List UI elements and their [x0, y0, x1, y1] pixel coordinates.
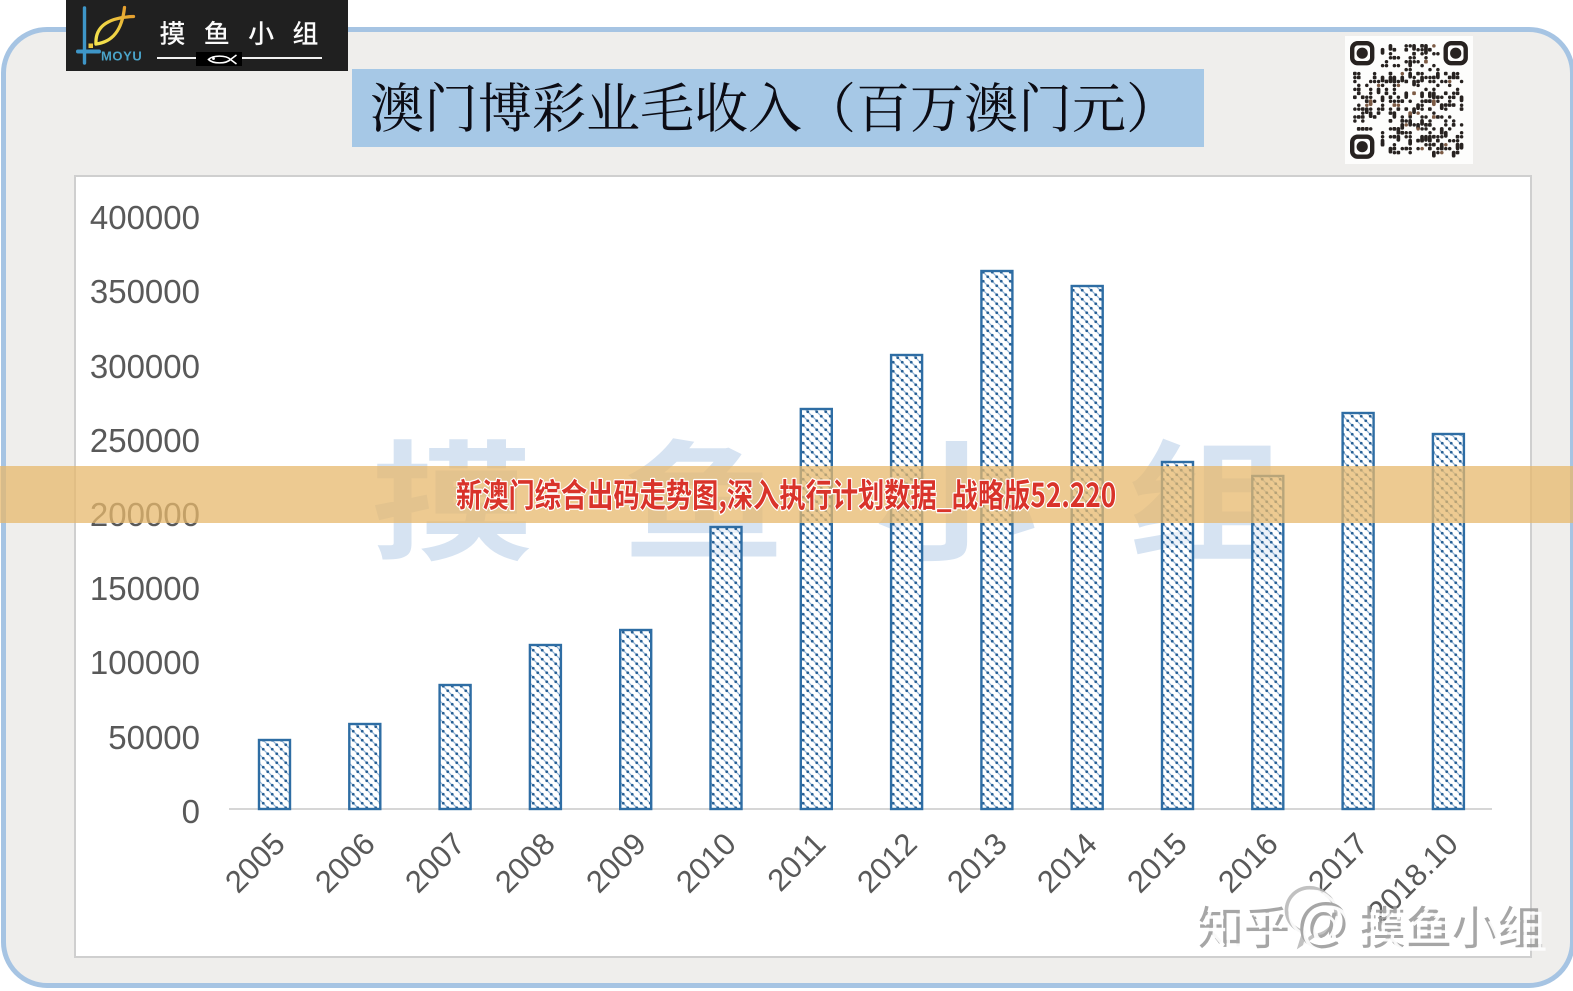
svg-text:@: @ — [1296, 893, 1351, 953]
svg-text:MOYU: MOYU — [101, 49, 142, 64]
svg-text:@: @ — [1299, 897, 1354, 957]
